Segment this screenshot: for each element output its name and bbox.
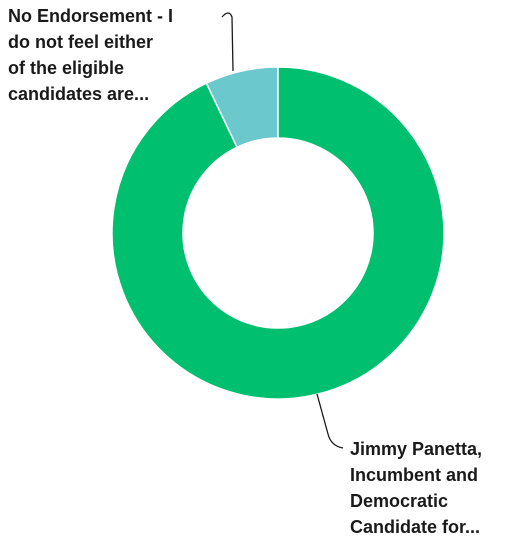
leader-line-jimmy-panetta bbox=[316, 393, 344, 449]
donut-slice-1[interactable] bbox=[111, 66, 445, 400]
slice-label-jimmy-panetta: Jimmy Panetta, Incumbent and Democratic … bbox=[316, 393, 487, 537]
label-line: Incumbent and bbox=[350, 465, 478, 485]
svg-text:Jimmy Panetta, Incumbent: Jimmy Panetta, Incumbent and Democratic … bbox=[350, 439, 487, 537]
svg-text:No Endorsement - I do no: No Endorsement - I do not feel either of… bbox=[8, 6, 178, 104]
label-line: Candidate for... bbox=[350, 517, 480, 537]
slice-label-no-endorsement: No Endorsement - I do not feel either of… bbox=[8, 6, 234, 104]
label-line: Democratic bbox=[350, 491, 448, 511]
label-line: candidates are... bbox=[8, 84, 149, 104]
label-line: Jimmy Panetta, bbox=[350, 439, 482, 459]
donut-slices bbox=[111, 66, 445, 400]
label-line: No Endorsement - I bbox=[8, 6, 173, 26]
leader-line-no-endorsement bbox=[221, 12, 234, 72]
label-line: of the eligible bbox=[8, 58, 124, 78]
label-line: do not feel either bbox=[8, 32, 153, 52]
